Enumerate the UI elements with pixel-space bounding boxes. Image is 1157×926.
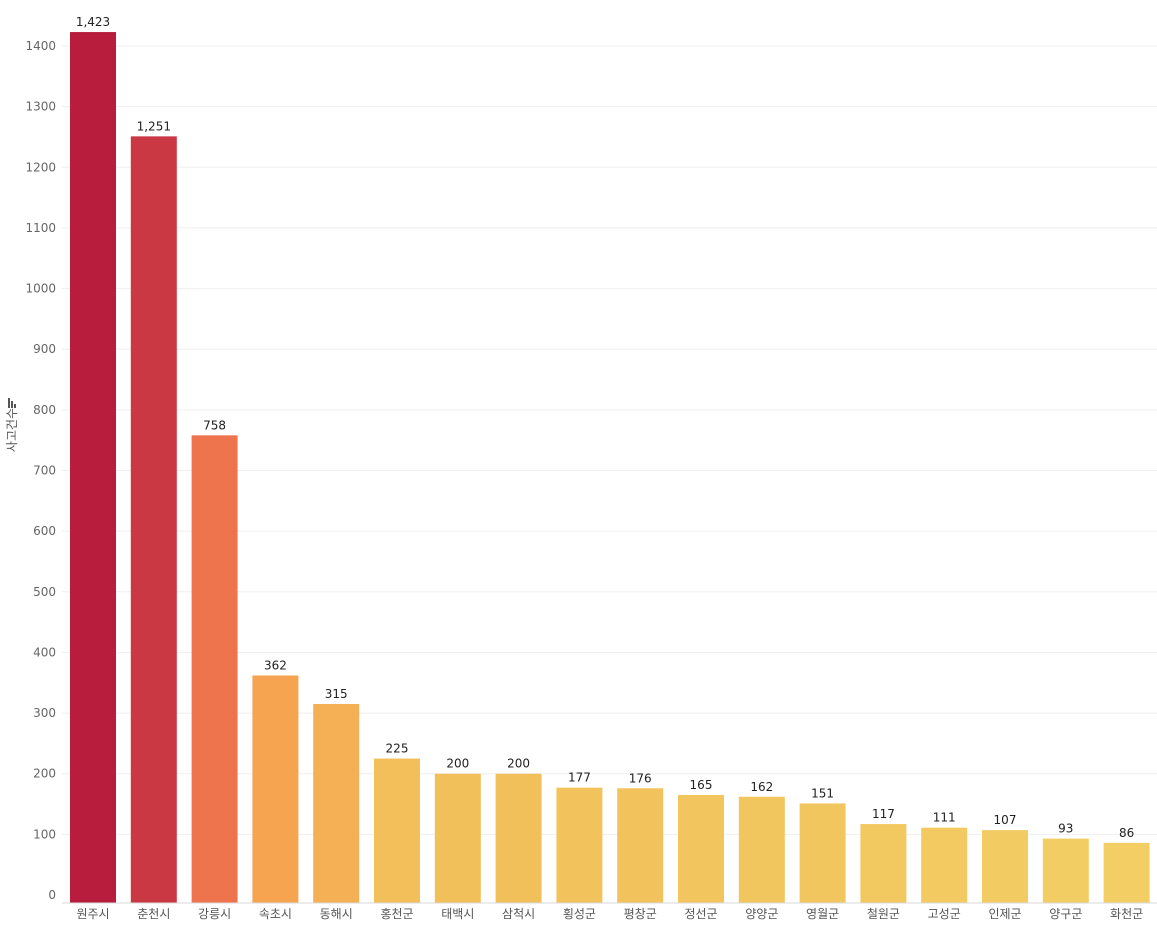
y-tick-label: 100 bbox=[33, 827, 56, 841]
bar[interactable] bbox=[1103, 842, 1150, 903]
bar-value-label: 1,423 bbox=[76, 15, 110, 29]
y-tick-label: 900 bbox=[33, 342, 56, 356]
bar-value-label: 162 bbox=[750, 780, 773, 794]
x-category-label: 홍천군 bbox=[380, 906, 413, 921]
bar-value-label: 758 bbox=[203, 418, 226, 432]
x-category-label: 강릉시 bbox=[198, 907, 231, 921]
x-category-label: 원주시 bbox=[76, 907, 109, 921]
x-category-label: 춘천시 bbox=[137, 906, 170, 921]
bar[interactable] bbox=[556, 787, 603, 903]
bar[interactable] bbox=[191, 435, 238, 903]
x-category-label: 양구군 bbox=[1049, 907, 1082, 921]
x-category-label: 평창군 bbox=[624, 907, 657, 921]
bar-value-label: 177 bbox=[568, 771, 591, 785]
bar[interactable] bbox=[495, 773, 542, 903]
bar-value-label: 111 bbox=[933, 811, 956, 825]
x-category-label: 정선군 bbox=[684, 907, 717, 921]
y-tick-label: 500 bbox=[33, 585, 56, 599]
y-axis-title-group: 사고건수 bbox=[5, 408, 19, 452]
bar-value-label: 362 bbox=[264, 658, 287, 672]
y-tick-label: 600 bbox=[33, 524, 56, 538]
bar-value-label: 107 bbox=[994, 813, 1017, 827]
bar-value-label: 93 bbox=[1058, 822, 1073, 836]
x-category-label: 인제군 bbox=[988, 907, 1021, 921]
bar[interactable] bbox=[374, 758, 420, 903]
x-axis-categories: 원주시 춘천시 강릉시 속초시 동해시 홍천군 태백시 삼척시 횡성군 평창군 정선군 양양군 영월군 철… bbox=[76, 906, 1143, 921]
sort-descending-icon[interactable] bbox=[8, 398, 16, 408]
x-category-label: 고성군 bbox=[928, 907, 961, 921]
x-category-label: 동해시 bbox=[320, 907, 353, 921]
bar-value-label: 151 bbox=[811, 786, 834, 800]
bar[interactable] bbox=[799, 803, 846, 903]
y-axis-ticks: 0 100 200 300 400 500 600 700 800 900 1000 1100 1200… bbox=[25, 39, 56, 902]
data-labels: 1,423 1,251 758 362 315 225 200 200 177 176 165 162… bbox=[76, 15, 1134, 840]
y-tick-label: 1200 bbox=[25, 160, 56, 174]
bars bbox=[70, 32, 1150, 904]
bar-value-label: 200 bbox=[446, 757, 469, 771]
y-tick-label: 800 bbox=[33, 403, 56, 417]
x-category-label: 철원군 bbox=[867, 907, 900, 921]
y-tick-label: 1000 bbox=[25, 282, 56, 296]
x-category-label: 태백시 bbox=[441, 907, 474, 921]
bar[interactable] bbox=[252, 675, 299, 903]
y-tick-label: 1400 bbox=[25, 39, 56, 53]
bar[interactable] bbox=[738, 796, 785, 903]
y-tick-label: 400 bbox=[33, 645, 56, 659]
bar[interactable] bbox=[921, 827, 968, 903]
bar[interactable] bbox=[617, 788, 664, 903]
bar[interactable] bbox=[70, 32, 116, 904]
y-tick-label: 1300 bbox=[25, 100, 56, 114]
y-tick-label: 200 bbox=[33, 767, 56, 781]
bar[interactable] bbox=[678, 794, 724, 903]
x-category-label: 횡성군 bbox=[563, 907, 596, 921]
bar-value-label: 315 bbox=[325, 687, 348, 701]
bar[interactable] bbox=[860, 824, 907, 903]
bar[interactable] bbox=[130, 136, 177, 904]
bar[interactable] bbox=[1042, 838, 1089, 903]
x-category-label: 삼척시 bbox=[502, 907, 535, 921]
bar[interactable] bbox=[434, 773, 481, 903]
bar[interactable] bbox=[313, 703, 360, 903]
bar-value-label: 200 bbox=[507, 757, 530, 771]
bar-value-label: 1,251 bbox=[137, 119, 171, 133]
x-category-label: 속초시 bbox=[259, 907, 292, 921]
bar-value-label: 165 bbox=[690, 778, 713, 792]
x-category-label: 양양군 bbox=[745, 907, 778, 921]
gridlines bbox=[62, 45, 1157, 835]
bar-value-label: 225 bbox=[386, 742, 409, 756]
y-tick-label: 700 bbox=[33, 464, 56, 478]
bar[interactable] bbox=[982, 830, 1028, 903]
x-category-label: 영월군 bbox=[806, 907, 839, 921]
y-axis-title: 사고건수 bbox=[5, 408, 19, 452]
bar-value-label: 117 bbox=[872, 807, 895, 821]
y-tick-label: 1100 bbox=[25, 221, 56, 235]
y-tick-label: 300 bbox=[33, 706, 56, 720]
bar-value-label: 176 bbox=[629, 771, 652, 785]
y-tick-label: 0 bbox=[48, 888, 56, 902]
bar-value-label: 86 bbox=[1119, 826, 1134, 840]
x-category-label: 화천군 bbox=[1110, 906, 1143, 921]
